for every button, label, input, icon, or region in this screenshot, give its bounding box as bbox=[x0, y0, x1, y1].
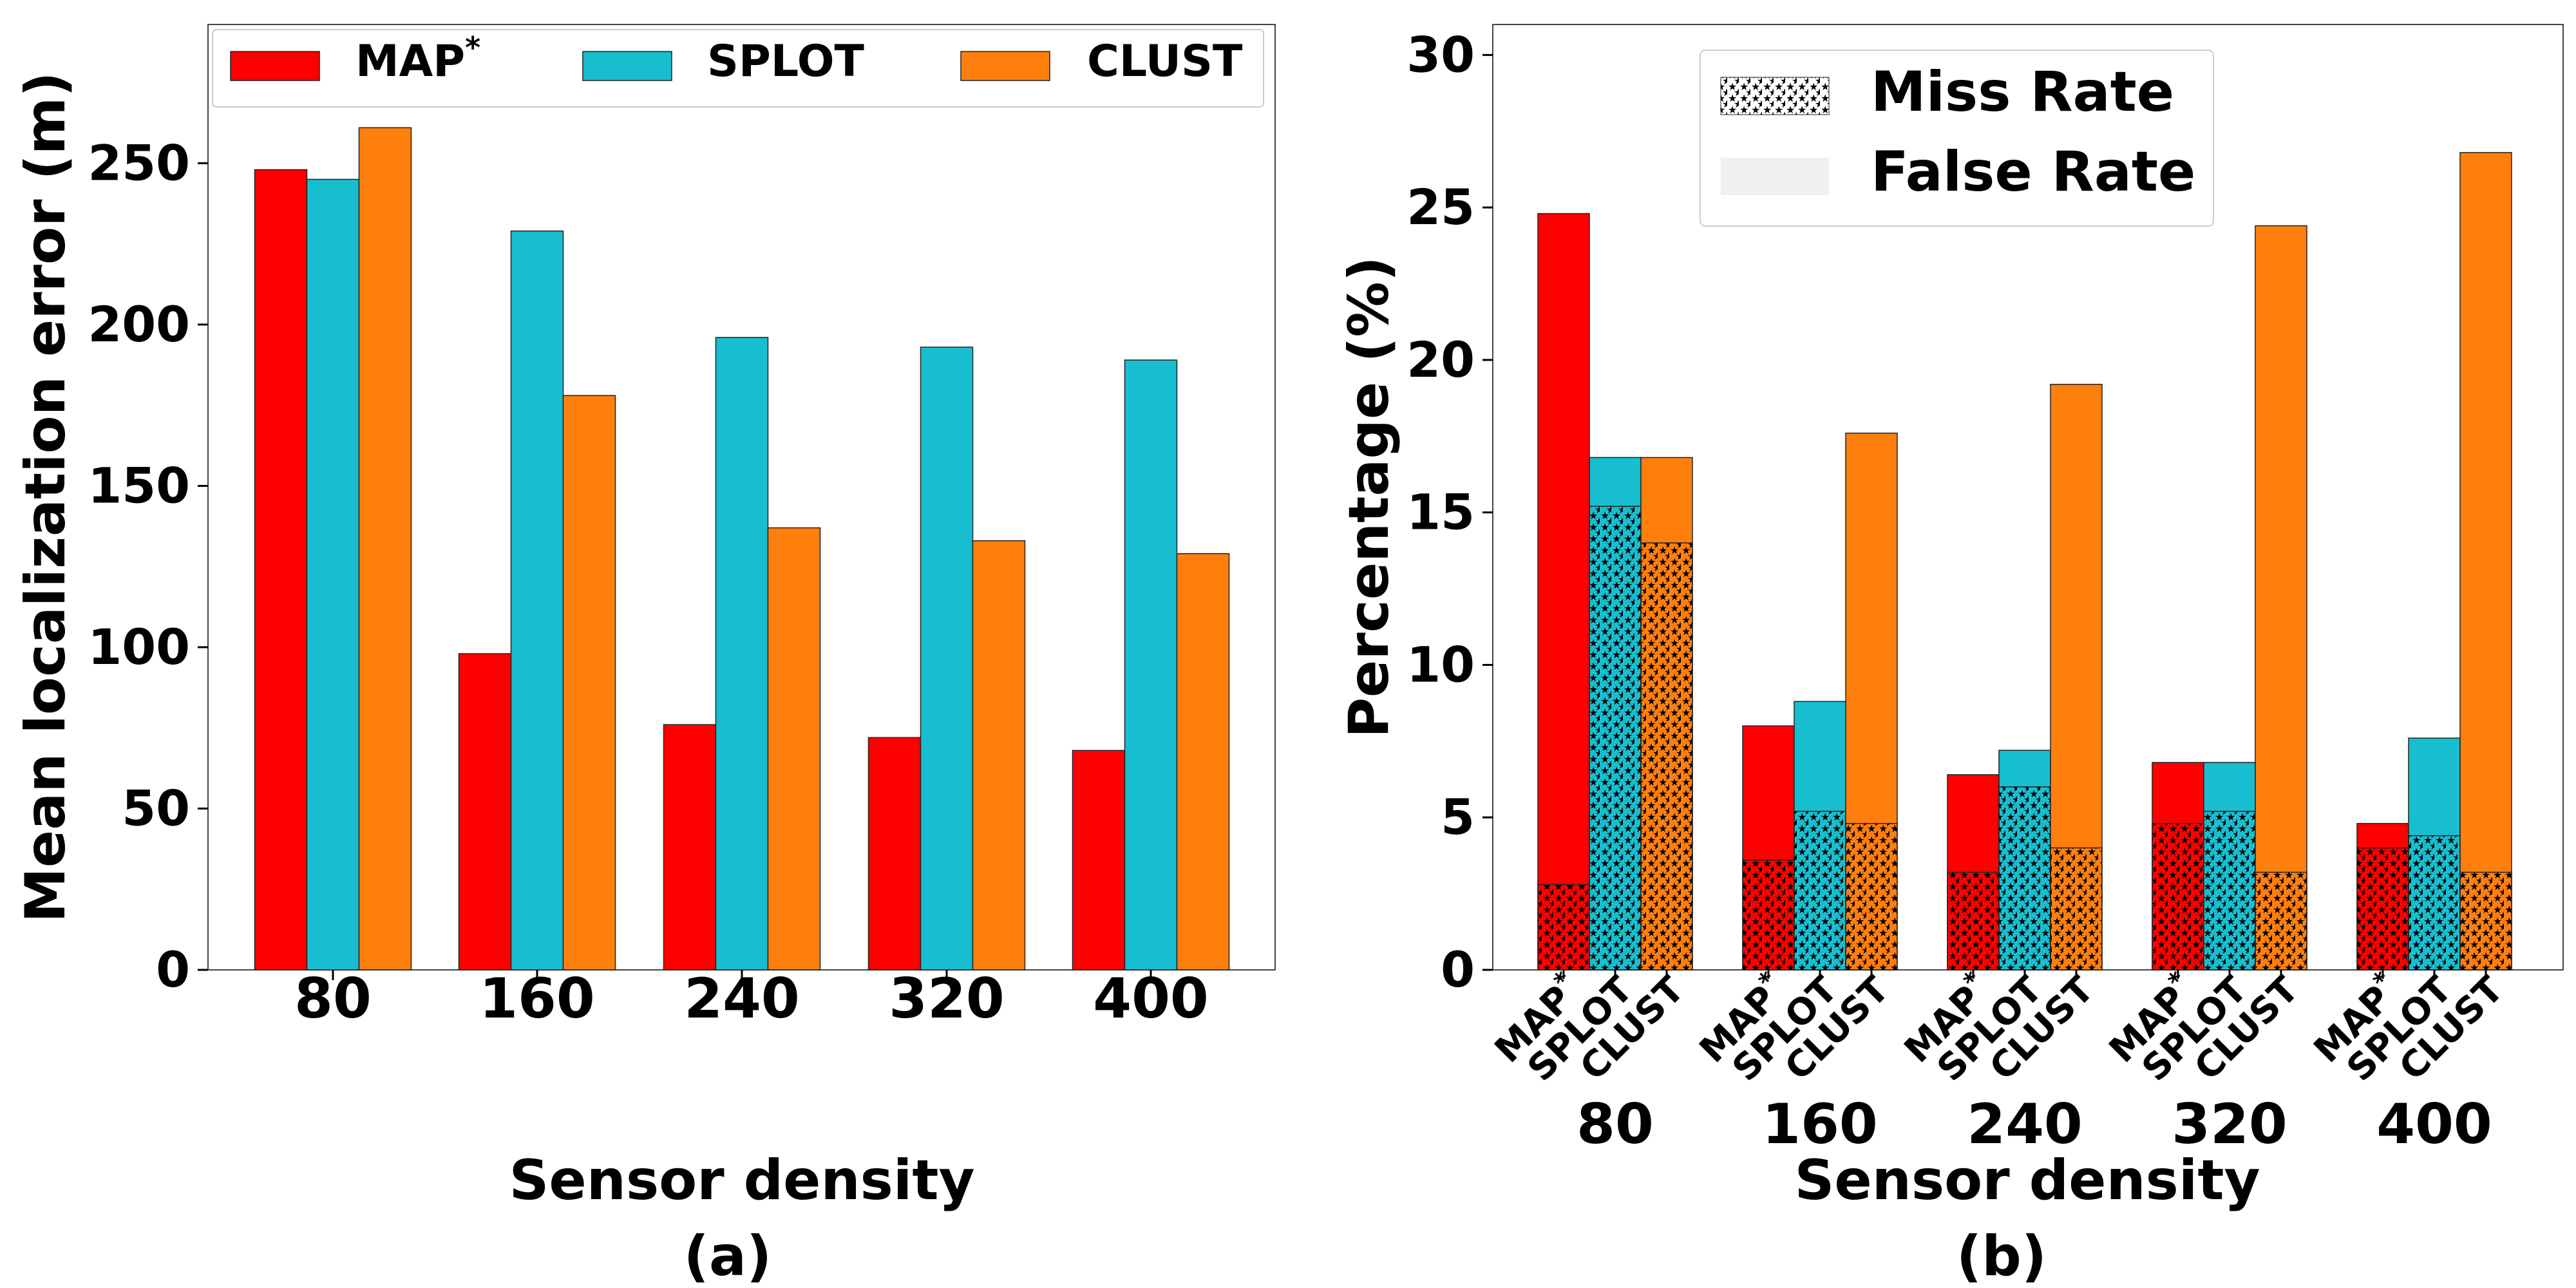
panel-b-x-axis: MAP*SPLOTCLUST80MAP*SPLOTCLUST160MAP*SPL… bbox=[1487, 966, 2512, 1157]
bar-miss-splot-320 bbox=[2203, 811, 2256, 971]
bar-miss-clust-240 bbox=[2050, 847, 2103, 971]
bar-miss-map-400 bbox=[2356, 847, 2409, 971]
x-tick-label: 80 bbox=[294, 967, 372, 1031]
y-tick-label: 10 bbox=[1406, 636, 1475, 693]
bar-total-map-80 bbox=[1537, 213, 1590, 971]
panel-b-legend: Miss Rate False Rate bbox=[1700, 50, 2214, 227]
x-tick-label: 160 bbox=[479, 967, 595, 1031]
panel-b-y-axis: 0 5 10 15 20 25 30 bbox=[1406, 26, 1493, 998]
legend-swatch-miss-rate bbox=[1720, 77, 1830, 115]
legend-swatch-clust bbox=[960, 51, 1050, 81]
bar-splot-240 bbox=[715, 337, 769, 971]
y-tick-label: 30 bbox=[1406, 26, 1475, 83]
y-tick-label: 0 bbox=[156, 941, 190, 998]
bar-map-400 bbox=[1072, 750, 1126, 971]
density-group-label: 240 bbox=[1967, 1092, 2083, 1157]
bar-splot-320 bbox=[920, 346, 974, 971]
density-group-label: 80 bbox=[1577, 1092, 1654, 1157]
bar-miss-clust-320 bbox=[2255, 871, 2307, 971]
panel-a-legend: MAP* SPLOT CLUST bbox=[212, 29, 1264, 108]
panel-a-x-axis-label: Sensor density bbox=[509, 1148, 974, 1213]
bar-map-240 bbox=[663, 724, 717, 971]
y-tick-label: 25 bbox=[1406, 178, 1475, 236]
legend-label-clust: CLUST bbox=[1087, 36, 1243, 87]
panel-b-bars bbox=[1537, 152, 2512, 971]
panel-a-legend-box bbox=[212, 29, 1264, 108]
bar-clust-160 bbox=[562, 395, 616, 971]
bar-splot-160 bbox=[510, 230, 564, 971]
y-tick-label: 100 bbox=[88, 618, 190, 676]
bar-total-clust-320 bbox=[2255, 225, 2307, 971]
bar-miss-clust-80 bbox=[1640, 542, 1693, 971]
bar-clust-80 bbox=[358, 127, 412, 971]
bar-miss-splot-400 bbox=[2408, 835, 2461, 971]
bar-miss-map-320 bbox=[2152, 822, 2204, 971]
bar-clust-320 bbox=[972, 540, 1026, 971]
legend-swatch-false-rate bbox=[1721, 158, 1829, 195]
panel-b-y-axis-label: Percentage (%) bbox=[1337, 256, 1401, 738]
bar-map-160 bbox=[458, 653, 512, 971]
bar-map-320 bbox=[867, 737, 922, 971]
legend-label-map: MAP* bbox=[355, 30, 480, 87]
bar-miss-splot-80 bbox=[1589, 506, 1642, 971]
bar-miss-clust-400 bbox=[2459, 871, 2512, 971]
y-tick-label: 50 bbox=[122, 779, 190, 837]
density-group-label: 400 bbox=[2376, 1092, 2492, 1157]
bar-clust-400 bbox=[1176, 553, 1230, 971]
legend-label-miss-rate: Miss Rate bbox=[1871, 60, 2174, 124]
panel-b-caption: (b) bbox=[1956, 1224, 2047, 1288]
panel-a-y-axis-label: Mean localization error (m) bbox=[14, 71, 78, 922]
bar-miss-map-240 bbox=[1947, 871, 2000, 971]
panel-b-x-axis-label: Sensor density bbox=[1794, 1148, 2260, 1213]
panel-a-x-axis: 80 160 240 320 400 bbox=[294, 967, 1209, 1031]
y-tick-label: 150 bbox=[88, 457, 190, 514]
panel-a-y-axis: 0 50 100 150 200 250 bbox=[88, 134, 208, 998]
y-tick-label: 0 bbox=[1441, 941, 1475, 998]
y-tick-label: 20 bbox=[1406, 331, 1475, 388]
density-group-label: 160 bbox=[1762, 1092, 1878, 1157]
legend-label-splot: SPLOT bbox=[707, 36, 865, 87]
bar-splot-80 bbox=[306, 178, 360, 971]
panel-a-bar-chart: 0 50 100 150 200 250 80 160 240 320 400 MAP* SPLO… bbox=[14, 24, 1276, 1288]
panel-b-stacked-bar-chart: 0 5 10 15 20 25 30 MAP*SPLOTCLUST80MAP*SPLOTCL… bbox=[1337, 24, 2564, 1288]
bar-miss-splot-160 bbox=[1794, 811, 1846, 971]
bar-clust-240 bbox=[767, 527, 821, 971]
x-tick-label: 240 bbox=[684, 967, 800, 1031]
legend-swatch-splot bbox=[582, 51, 672, 81]
legend-swatch-map bbox=[230, 51, 320, 81]
x-tick-label: 320 bbox=[889, 967, 1005, 1031]
y-tick-label: 15 bbox=[1406, 484, 1475, 541]
y-tick-label: 5 bbox=[1441, 788, 1475, 846]
y-tick-label: 200 bbox=[88, 296, 190, 353]
bar-splot-400 bbox=[1124, 359, 1178, 971]
x-tick-label: 400 bbox=[1093, 967, 1209, 1031]
bar-miss-map-80 bbox=[1537, 884, 1590, 971]
bar-miss-clust-160 bbox=[1845, 822, 1898, 971]
bar-total-clust-400 bbox=[2459, 152, 2512, 971]
panel-a-bars bbox=[254, 127, 1230, 971]
y-tick-label: 250 bbox=[88, 134, 190, 191]
legend-label-false-rate: False Rate bbox=[1871, 140, 2195, 204]
bar-miss-splot-240 bbox=[1998, 786, 2051, 971]
panel-a-caption: (a) bbox=[684, 1224, 772, 1288]
bar-miss-map-160 bbox=[1742, 859, 1795, 971]
bar-map-80 bbox=[254, 169, 308, 971]
density-group-label: 320 bbox=[2172, 1092, 2287, 1157]
